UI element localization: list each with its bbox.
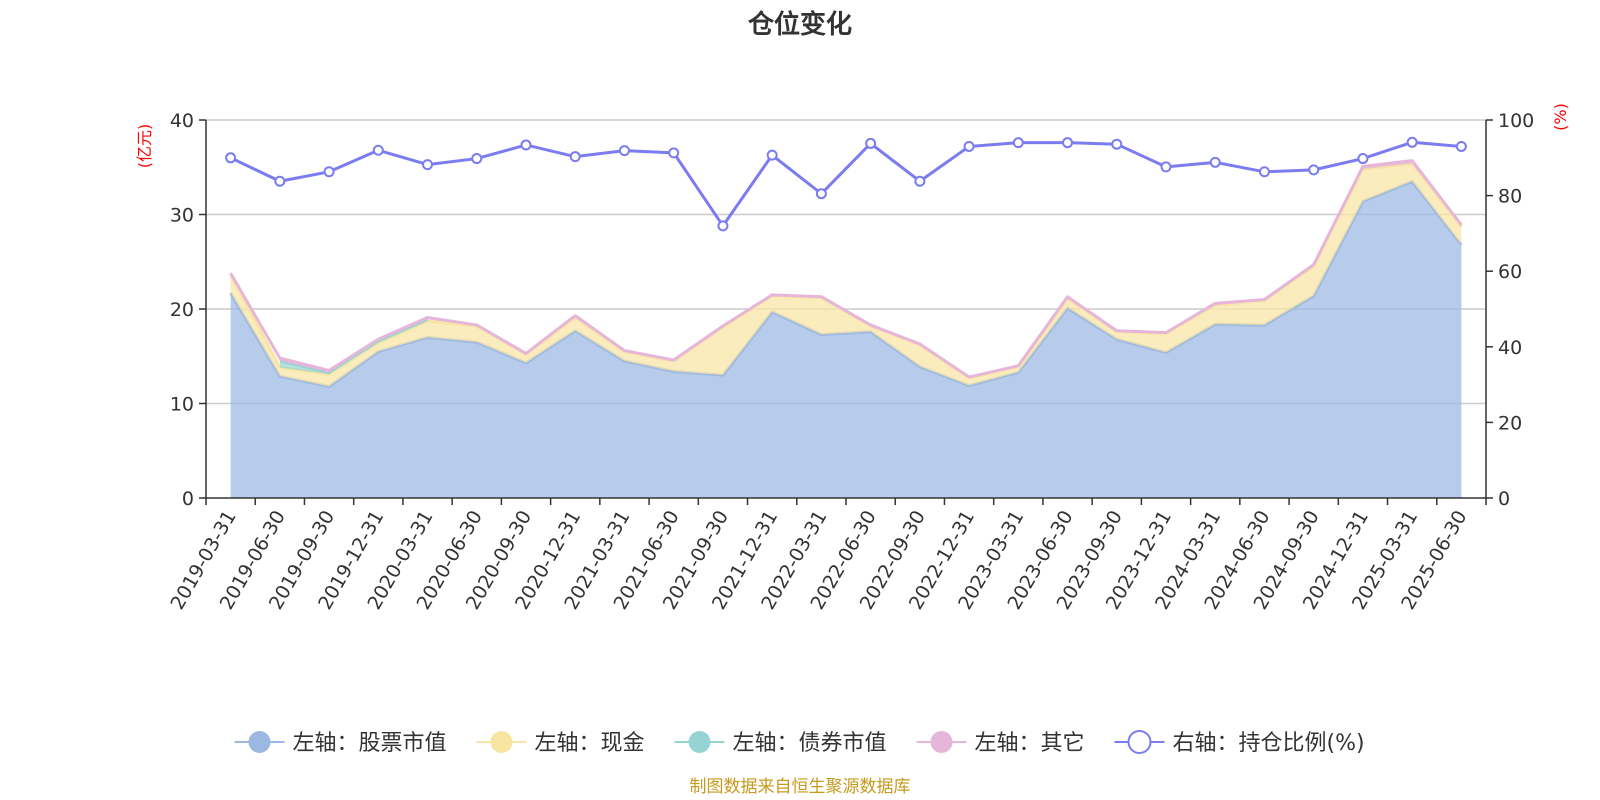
legend-label: 右轴：持仓比例(%) [1173, 731, 1365, 756]
ratio-point [766, 149, 778, 161]
legend-symbol [248, 731, 271, 753]
ratio-point [1308, 164, 1320, 176]
y-right-tick-label: 100 [1498, 110, 1534, 132]
area-fill [279, 319, 428, 375]
ratio-point [422, 159, 434, 171]
left-axis-unit: (亿元) [135, 124, 154, 169]
ratio-point [914, 175, 926, 187]
area-fill [230, 163, 1462, 387]
right-axis-unit: (%) [1551, 103, 1570, 131]
y-right-tick-label: 80 [1498, 186, 1522, 208]
ratio-point [1357, 153, 1369, 165]
chart-title: 仓位变化 [747, 9, 852, 40]
y-left-tick-label: 0 [182, 488, 194, 510]
legend-symbol [930, 731, 953, 753]
area-fill [230, 181, 1462, 499]
legend-label: 左轴：股票市值 [293, 731, 447, 756]
ratio-point [1160, 161, 1172, 173]
ratio-point [1455, 140, 1467, 152]
legend: 左轴：股票市值 左轴：现金 左轴：债券市值 左轴：其它 右轴：持仓比例(%) [234, 730, 1365, 756]
ratio-point [520, 139, 532, 151]
ratio-point [865, 137, 877, 149]
ratio-point [1406, 136, 1418, 148]
ratio-point [717, 220, 729, 232]
legend-symbol [688, 731, 711, 753]
legend-label: 左轴：其它 [975, 731, 1085, 756]
ratio-point [274, 175, 286, 187]
y-right-tick-label: 0 [1498, 488, 1510, 510]
y-right-tick-label: 60 [1498, 261, 1522, 283]
ratio-point [323, 166, 335, 178]
ratio-line [229, 140, 1462, 228]
ratio-point [372, 144, 384, 156]
legend-label: 左轴：债券市值 [733, 731, 887, 756]
legend-symbol [490, 731, 513, 753]
ratio-point [569, 151, 581, 163]
ratio-point [815, 188, 827, 200]
line-series [225, 136, 1467, 232]
data-source-note: 制图数据来自恒生聚源数据库 [690, 777, 911, 797]
y-right-tick-label: 40 [1498, 337, 1522, 359]
y-left-tick-label: 40 [170, 110, 194, 132]
ratio-point [618, 145, 630, 157]
area-edge-line [229, 159, 1463, 379]
legend-symbol [1127, 730, 1152, 754]
y-left-tick-label: 10 [170, 394, 194, 416]
ratio-point [1062, 137, 1074, 149]
y-left-tick-label: 30 [170, 205, 194, 227]
ratio-point [1209, 156, 1221, 168]
ratio-point [225, 152, 237, 164]
area-series [229, 159, 1463, 499]
legend-label: 左轴：现金 [535, 731, 645, 756]
y-left-tick-label: 20 [170, 299, 194, 321]
ratio-point [471, 153, 483, 165]
ratio-point [668, 147, 680, 159]
ratio-point [1258, 166, 1270, 178]
ratio-point [1012, 137, 1024, 149]
ratio-point [963, 140, 975, 152]
y-right-tick-label: 20 [1498, 412, 1522, 434]
ratio-point [1111, 138, 1123, 150]
